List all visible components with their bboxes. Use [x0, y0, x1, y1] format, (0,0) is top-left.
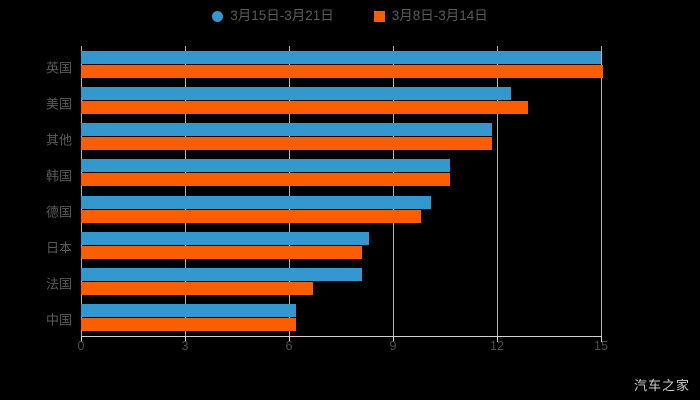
- gridline-15: [601, 46, 602, 336]
- bar[interactable]: [81, 137, 492, 151]
- x-tick-mark-12: [497, 337, 498, 342]
- gridline-6: [289, 46, 290, 336]
- x-tick-label-15: 15: [594, 339, 608, 353]
- bar[interactable]: [81, 231, 369, 245]
- x-tick-label-3: 3: [181, 339, 189, 353]
- bar[interactable]: [81, 86, 511, 100]
- y-axis-label-5: 日本: [45, 240, 72, 256]
- bar[interactable]: [81, 318, 296, 332]
- y-axis-label-3: 韩国: [45, 168, 72, 184]
- y-axis-labels: 英国 美国 其他 韩国 德国 日本 法国 中国: [0, 46, 72, 336]
- y-axis-label-2: 其他: [45, 132, 72, 148]
- legend-label-series-2: 3月8日-3月14日: [391, 8, 488, 24]
- x-axis-line: [81, 336, 602, 337]
- bar[interactable]: [81, 282, 314, 296]
- bar[interactable]: [81, 268, 362, 282]
- bar[interactable]: [81, 209, 421, 223]
- gridline-0: [81, 46, 82, 336]
- legend-square-marker-icon: [373, 10, 385, 22]
- bar[interactable]: [81, 64, 603, 78]
- plot-area: [81, 46, 603, 336]
- x-tick-mark-9: [393, 337, 394, 342]
- bar[interactable]: [81, 195, 432, 209]
- bar[interactable]: [81, 100, 529, 114]
- y-axis-label-7: 中国: [45, 312, 72, 328]
- bar[interactable]: [81, 159, 451, 173]
- x-tick-mark-6: [289, 337, 290, 342]
- x-tick-label-12: 12: [490, 339, 504, 353]
- y-axis-label-6: 法国: [45, 276, 72, 292]
- x-tick-label-6: 6: [285, 339, 293, 353]
- watermark: 汽车之家: [633, 378, 690, 393]
- bar[interactable]: [81, 123, 492, 137]
- legend-circle-marker-icon: [212, 10, 224, 22]
- bar[interactable]: [81, 173, 451, 187]
- y-axis-label-0: 英国: [45, 60, 72, 76]
- x-tick-mark-3: [185, 337, 186, 342]
- gridline-3: [185, 46, 186, 336]
- chart-legend: 3月15日-3月21日 3月8日-3月14日: [0, 4, 700, 28]
- legend-item-series-1[interactable]: 3月15日-3月21日: [212, 9, 334, 23]
- legend-item-series-2[interactable]: 3月8日-3月14日: [373, 8, 488, 24]
- y-axis-label-4: 德国: [45, 204, 72, 220]
- gridline-12: [497, 46, 498, 336]
- bar[interactable]: [81, 245, 362, 259]
- gridline-9: [393, 46, 394, 336]
- x-tick-mark-0: [81, 337, 82, 342]
- x-tick-mark-15: [601, 337, 602, 342]
- x-tick-label-9: 9: [389, 339, 397, 353]
- bar[interactable]: [81, 50, 601, 64]
- y-axis-label-1: 美国: [45, 96, 72, 112]
- bar[interactable]: [81, 304, 296, 318]
- legend-label-series-1: 3月15日-3月21日: [230, 8, 334, 24]
- x-tick-label-0: 0: [77, 339, 85, 353]
